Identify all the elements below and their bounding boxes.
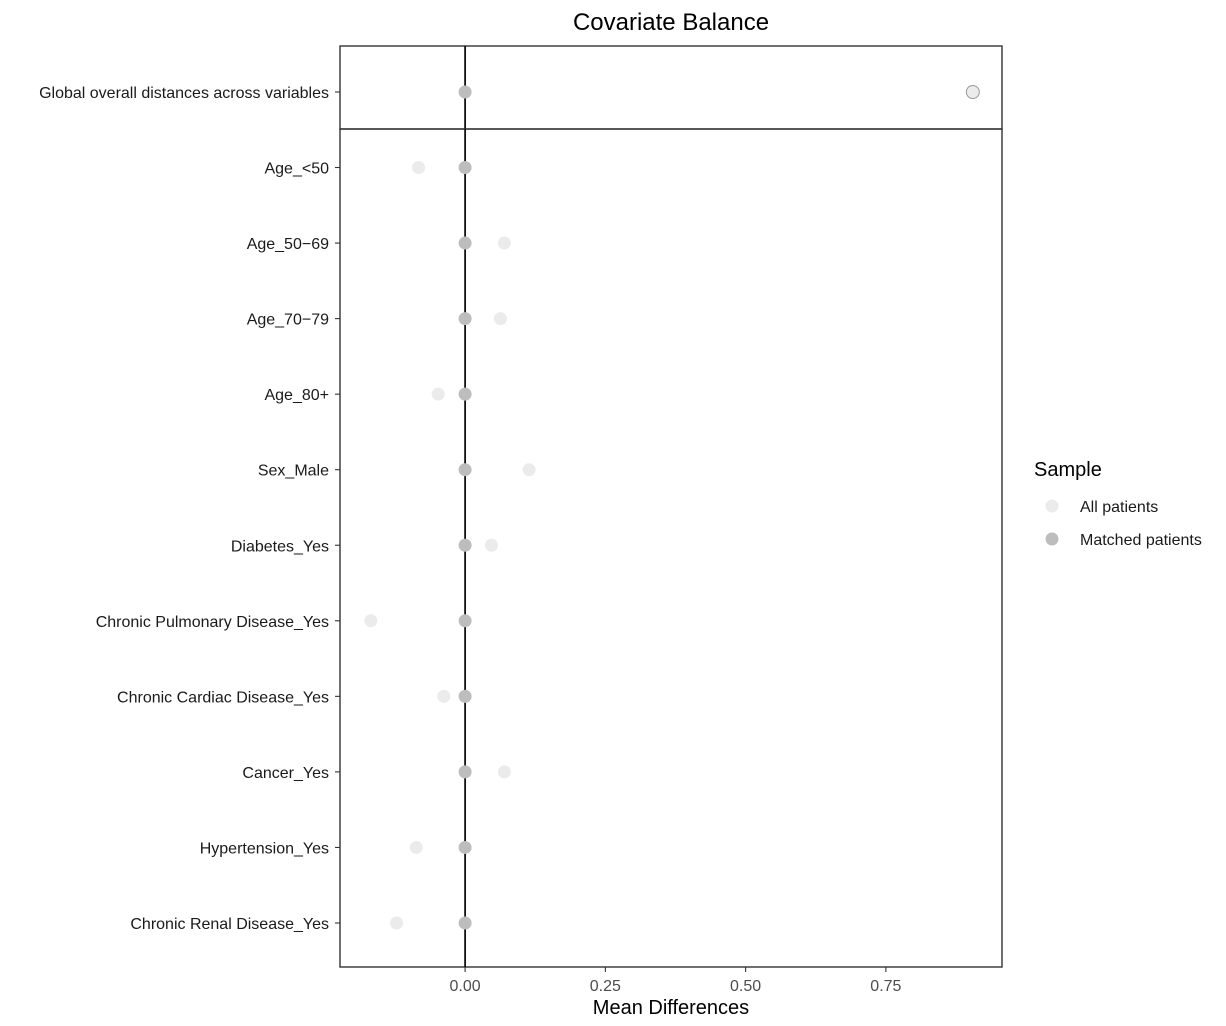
matched-patients-point: [458, 538, 472, 552]
x-tick-label: 0.00: [450, 978, 481, 995]
x-tick-label: 0.25: [590, 978, 621, 995]
all-patients-point: [493, 312, 507, 326]
y-tick-label: Chronic Renal Disease_Yes: [130, 916, 329, 933]
y-tick-label: Age_80+: [264, 387, 329, 404]
legend-key-all-patients: [1045, 499, 1059, 513]
matched-patients-point: [458, 236, 472, 250]
all-patients-point: [484, 538, 498, 552]
x-axis-label: Mean Differences: [593, 997, 749, 1019]
y-tick-label: Age_<50: [264, 161, 329, 178]
matched-patients-point: [458, 689, 472, 703]
y-tick-label: Age_50−69: [247, 236, 329, 253]
matched-patients-point: [458, 614, 472, 628]
all-patients-point: [409, 840, 423, 854]
x-tick-label: 0.75: [870, 978, 901, 995]
legend-label-matched-patients: Matched patients: [1080, 532, 1202, 549]
y-tick-label: Global overall distances across variable…: [39, 85, 329, 102]
legend-key-matched-patients: [1045, 532, 1059, 546]
all-patients-point: [497, 765, 511, 779]
y-tick-label: Chronic Cardiac Disease_Yes: [117, 689, 329, 706]
all-patients-point: [965, 85, 980, 99]
panel-border-2: [339, 128, 1003, 968]
chart-title: Covariate Balance: [573, 9, 769, 36]
all-patients-point: [497, 236, 511, 250]
matched-patients-point: [458, 85, 472, 99]
y-tick-label: Diabetes_Yes: [231, 538, 329, 555]
matched-patients-point: [458, 463, 472, 477]
panel-border-1: [339, 45, 1003, 130]
matched-patients-point: [458, 765, 472, 779]
all-patients-point: [390, 916, 404, 930]
y-tick-label: Age_70−79: [247, 312, 329, 329]
all-patients-point: [431, 387, 445, 401]
matched-patients-point: [458, 387, 472, 401]
matched-patients-point: [458, 916, 472, 930]
all-patients-point: [412, 161, 426, 174]
y-tick-label: Sex_Male: [258, 463, 329, 480]
all-patients-point: [364, 614, 378, 628]
all-patients-point: [437, 689, 451, 703]
y-tick-label: Cancer_Yes: [242, 765, 329, 782]
y-tick-label: Chronic Pulmonary Disease_Yes: [96, 614, 329, 631]
matched-patients-point: [458, 840, 472, 854]
y-tick-label: Hypertension_Yes: [200, 840, 329, 857]
matched-patients-point: [458, 161, 472, 174]
legend-label-all-patients: All patients: [1080, 499, 1158, 516]
matched-patients-point: [458, 312, 472, 326]
legend-title: Sample: [1034, 459, 1102, 481]
all-patients-point: [522, 463, 536, 477]
x-tick-label: 0.50: [730, 978, 761, 995]
